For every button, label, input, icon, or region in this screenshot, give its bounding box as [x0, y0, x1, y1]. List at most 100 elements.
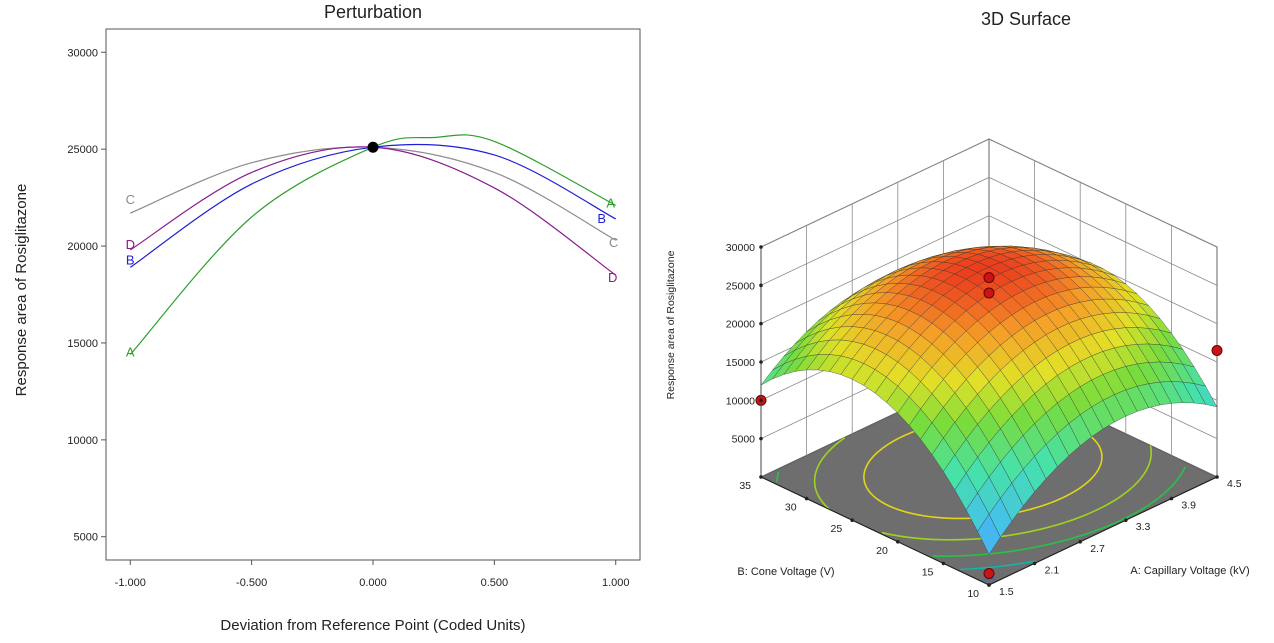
surface-cell: [931, 251, 955, 259]
surface-cell: [1045, 433, 1070, 467]
surface-cell: [1034, 251, 1058, 258]
surface-cell: [954, 256, 979, 265]
surface-cell: [897, 295, 921, 311]
surface-cell: [954, 247, 978, 253]
surface-cell: [863, 302, 887, 316]
surface-cell: [931, 331, 956, 355]
surface-cell: [1000, 247, 1024, 252]
surface-cell: [886, 361, 910, 387]
design-point: [983, 272, 995, 284]
surface-cell: [874, 317, 899, 336]
wall-grid-line: [760, 291, 1218, 401]
surface-cell: [874, 376, 899, 403]
surface-cell: [1102, 277, 1127, 291]
surface-cell: [1011, 250, 1035, 257]
surface-cell: [897, 260, 921, 271]
series-label-left: D: [126, 237, 135, 252]
surface-cell: [1000, 245, 1024, 248]
series-label-left: B: [126, 252, 135, 267]
surface-cell: [1171, 381, 1195, 404]
surface-cell: [886, 385, 910, 414]
surface-cell: [886, 264, 910, 276]
surface-cell: [943, 251, 967, 257]
z-tick-label: 10000: [726, 395, 755, 407]
surface-cell: [1000, 386, 1024, 417]
surface-cell: [1000, 281, 1024, 298]
surface-cell: [897, 370, 921, 398]
surface-cell: [817, 316, 842, 333]
surface-cell: [851, 327, 876, 345]
x-tick-mark: [1078, 540, 1082, 544]
surface-cell: [977, 246, 1001, 249]
surface-cell: [1045, 268, 1070, 280]
surface-cell: [908, 334, 933, 358]
surface-cell: [977, 257, 1001, 268]
surface-cell: [909, 261, 933, 269]
surface-cell: [817, 304, 841, 322]
surface-cell: [1068, 287, 1092, 303]
back-wall-right: [988, 138, 1218, 478]
surface-cell: [1159, 381, 1184, 404]
y-tick-mark: [759, 475, 763, 479]
surface-cell: [1011, 468, 1035, 507]
surface-cell: [1125, 312, 1149, 329]
surface-cell: [1114, 389, 1138, 417]
surface-cell: [931, 250, 955, 257]
surface-cell: [1022, 455, 1047, 493]
surface-cell: [920, 268, 944, 279]
surface-cell: [1125, 299, 1150, 316]
surface-cell: [1022, 262, 1047, 273]
surface-cell: [806, 354, 830, 371]
surface-cell: [931, 256, 955, 263]
surface-cell: [1057, 254, 1081, 263]
surface-cell: [1068, 386, 1092, 416]
surface-cell: [977, 246, 1001, 248]
surface-cell: [1079, 334, 1104, 357]
surface-cell: [1171, 362, 1195, 384]
surface-cell: [954, 472, 978, 511]
y-tick-label: 5000: [74, 532, 98, 544]
x-tick-mark: [1032, 561, 1037, 566]
perturbation-plot-frame: [105, 28, 641, 561]
surface-cell: [1114, 312, 1138, 328]
surface-cell: [1159, 361, 1184, 383]
surface-cell: [920, 256, 944, 263]
surface-cell: [1193, 383, 1218, 408]
surface-cell: [977, 260, 1001, 271]
surface-cell: [977, 381, 1001, 411]
reference-point: [367, 141, 379, 153]
design-point: [983, 287, 995, 299]
z-tick-mark: [759, 321, 763, 326]
surface-cell: [1034, 444, 1058, 480]
x-tick-label: 0.000: [359, 577, 387, 589]
surface-cell: [885, 274, 910, 285]
x-tick-label: 0.500: [481, 577, 509, 589]
surface-cell: [1079, 355, 1104, 381]
surface-cell: [954, 251, 978, 257]
surface-cell: [920, 422, 944, 455]
surface-cell: [1034, 314, 1058, 336]
surface-cell: [965, 320, 990, 343]
surface-cell: [977, 410, 1001, 443]
surface-floor: [759, 368, 1219, 586]
surface-cell: [965, 366, 990, 395]
surface-cell: [999, 258, 1024, 269]
z-tick-mark: [759, 398, 763, 403]
surface-cell: [1136, 327, 1161, 345]
perturbation-x-axis-label: Deviation from Reference Point (Coded Un…: [220, 617, 525, 634]
surface-cell: [1102, 271, 1126, 285]
surface-cell: [1091, 269, 1115, 281]
surface-cell: [886, 340, 910, 363]
surface-cell: [1136, 343, 1161, 363]
surface-cell: [1079, 379, 1104, 408]
surface-cell: [908, 408, 933, 440]
surface-cell: [1022, 393, 1047, 424]
surface-title: 3D Surface: [981, 9, 1071, 29]
surface-cell: [943, 320, 967, 343]
z-tick-label: 20000: [726, 319, 755, 331]
surface-cell: [1034, 281, 1058, 298]
surface-cell: [1011, 246, 1035, 250]
series-line-A: [129, 134, 617, 355]
surface-cell: [817, 354, 842, 372]
series-line-C: [130, 146, 617, 241]
